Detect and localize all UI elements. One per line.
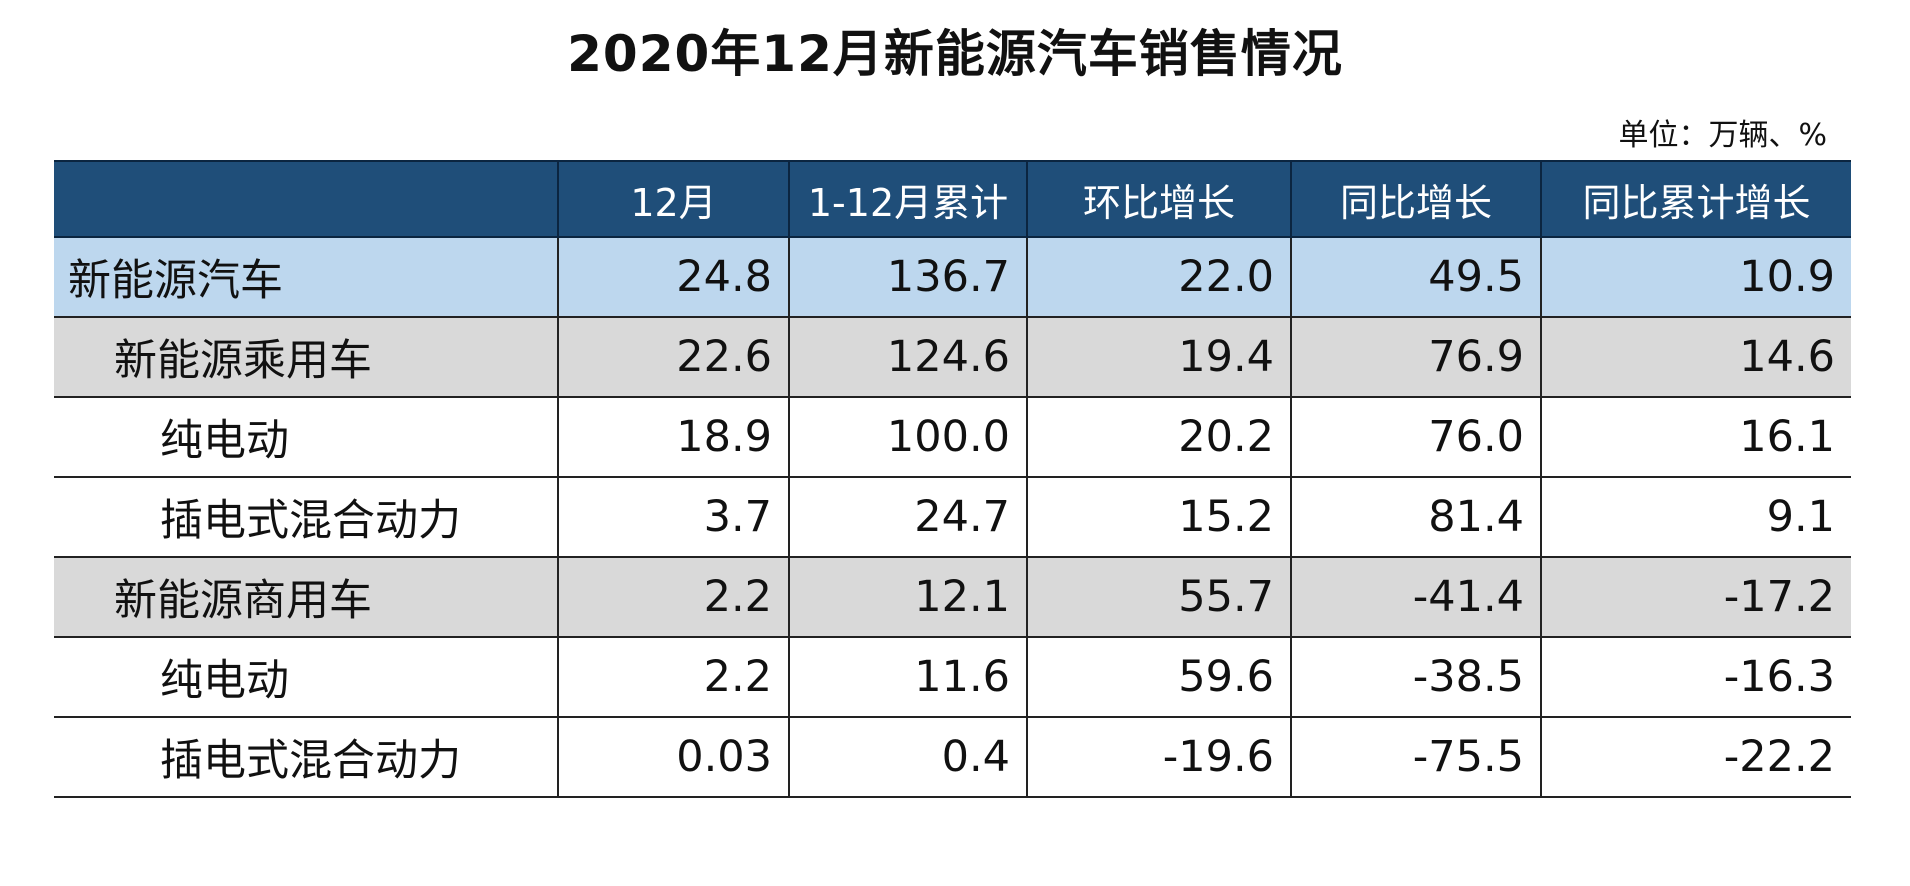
- table-row: 纯电动 18.9 100.0 20.2 76.0 16.1: [54, 397, 1851, 478]
- value-cumulative-cell: 124.6: [788, 317, 1028, 398]
- value-yoy-growth-cell: 49.5: [1290, 236, 1542, 318]
- value-cumulative-cell: 11.6: [788, 637, 1028, 718]
- header-cell-yoy-growth: 同比增长: [1290, 160, 1542, 238]
- table-row: 新能源商用车 2.2 12.1 55.7 -41.4 -17.2: [54, 557, 1851, 638]
- table-row: 纯电动 2.2 11.6 59.6 -38.5 -16.3: [54, 637, 1851, 718]
- table-row: 新能源乘用车 22.6 124.6 19.4 76.9 14.6: [54, 317, 1851, 398]
- value-december-cell: 18.9: [557, 397, 790, 478]
- unit-note: 单位：万辆、%: [1618, 118, 1827, 153]
- value-yoy-growth-cell: 81.4: [1290, 477, 1542, 558]
- header-cell-category: [54, 160, 559, 238]
- value-december-cell: 24.8: [557, 236, 790, 318]
- value-yoy-cumulative-growth-cell: -22.2: [1540, 717, 1851, 798]
- header-cell-mom-growth: 环比增长: [1026, 160, 1292, 238]
- value-mom-growth-cell: 19.4: [1026, 317, 1292, 398]
- value-yoy-growth-cell: 76.0: [1290, 397, 1542, 478]
- value-mom-growth-cell: 22.0: [1026, 236, 1292, 318]
- value-yoy-cumulative-growth-cell: 10.9: [1540, 236, 1851, 318]
- table-row: 插电式混合动力 3.7 24.7 15.2 81.4 9.1: [54, 477, 1851, 558]
- row-label: 新能源汽车: [54, 236, 559, 318]
- chart-title: 2020年12月新能源汽车销售情况: [567, 25, 1343, 83]
- value-cumulative-cell: 100.0: [788, 397, 1028, 478]
- value-cumulative-cell: 0.4: [788, 717, 1028, 798]
- value-yoy-growth-cell: -41.4: [1290, 557, 1542, 638]
- table-row: 插电式混合动力 0.03 0.4 -19.6 -75.5 -22.2: [54, 717, 1851, 798]
- value-yoy-cumulative-growth-cell: 16.1: [1540, 397, 1851, 478]
- header-cell-yoy-cumulative-growth: 同比累计增长: [1540, 160, 1851, 238]
- value-cumulative-cell: 12.1: [788, 557, 1028, 638]
- header-cell-cumulative: 1-12月累计: [788, 160, 1028, 238]
- value-mom-growth-cell: 55.7: [1026, 557, 1292, 638]
- value-mom-growth-cell: 15.2: [1026, 477, 1292, 558]
- row-label: 新能源乘用车: [54, 317, 559, 398]
- value-yoy-cumulative-growth-cell: 9.1: [1540, 477, 1851, 558]
- value-yoy-growth-cell: 76.9: [1290, 317, 1542, 398]
- value-december-cell: 3.7: [557, 477, 790, 558]
- value-yoy-cumulative-growth-cell: -16.3: [1540, 637, 1851, 718]
- row-label: 纯电动: [54, 397, 559, 478]
- value-yoy-cumulative-growth-cell: 14.6: [1540, 317, 1851, 398]
- row-label: 新能源商用车: [54, 557, 559, 638]
- value-yoy-growth-cell: -75.5: [1290, 717, 1542, 798]
- value-mom-growth-cell: -19.6: [1026, 717, 1292, 798]
- header-row: 12月 1-12月累计 环比增长 同比增长 同比累计增长: [54, 160, 1851, 238]
- value-cumulative-cell: 136.7: [788, 236, 1028, 318]
- sales-table: 12月 1-12月累计 环比增长 同比增长 同比累计增长 新能源汽车 24.8 13…: [54, 160, 1851, 798]
- row-label: 插电式混合动力: [54, 717, 559, 798]
- value-december-cell: 22.6: [557, 317, 790, 398]
- value-december-cell: 0.03: [557, 717, 790, 798]
- table-row: 新能源汽车 24.8 136.7 22.0 49.5 10.9: [54, 236, 1851, 318]
- value-mom-growth-cell: 20.2: [1026, 397, 1292, 478]
- row-label: 纯电动: [54, 637, 559, 718]
- value-december-cell: 2.2: [557, 637, 790, 718]
- value-yoy-growth-cell: -38.5: [1290, 637, 1542, 718]
- header-cell-december: 12月: [557, 160, 790, 238]
- value-yoy-cumulative-growth-cell: -17.2: [1540, 557, 1851, 638]
- row-label: 插电式混合动力: [54, 477, 559, 558]
- value-cumulative-cell: 24.7: [788, 477, 1028, 558]
- value-mom-growth-cell: 59.6: [1026, 637, 1292, 718]
- value-december-cell: 2.2: [557, 557, 790, 638]
